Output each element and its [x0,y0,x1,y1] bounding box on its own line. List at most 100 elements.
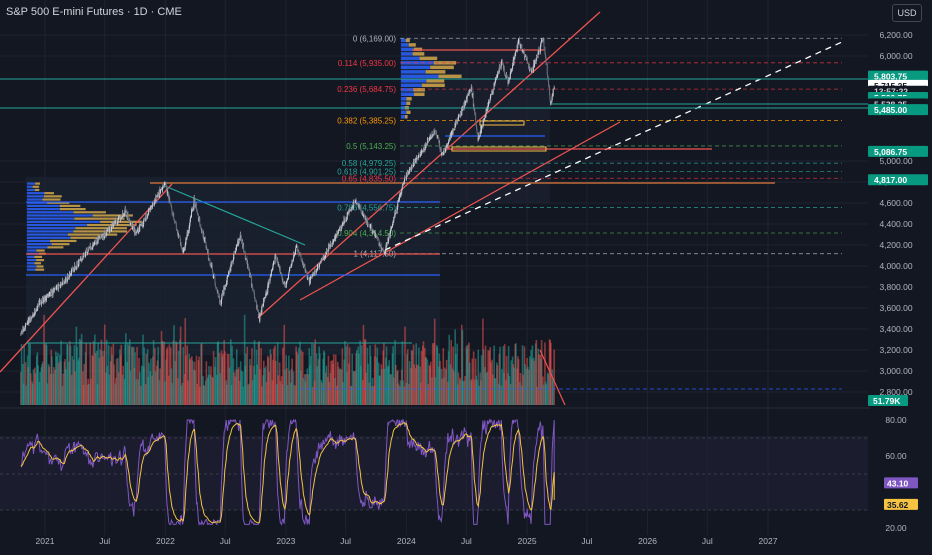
volume-bar [342,381,344,405]
candle-body [31,315,33,318]
candle-body [288,270,290,273]
volume-bar [374,344,377,405]
volume-bar [140,365,143,405]
candle-body [219,296,221,303]
candle-body [80,256,82,260]
volume-bar [439,360,441,405]
candle-body [330,244,332,246]
candle-body [477,132,479,141]
volume-bar [513,367,515,405]
candle-body [351,207,353,209]
profile-bar-down [36,259,45,262]
fib-label-9: 0.904 (4,314.50) [337,229,396,238]
candle-body [30,317,32,321]
volume-bar [78,338,81,405]
candle-body [312,273,314,276]
volume-bar [228,367,231,405]
profile-bar-up [27,249,37,252]
candle-body [90,248,92,250]
symbol-title[interactable]: S&P 500 E-mini Futures · 1D · CME [6,6,182,18]
candle-body [328,244,330,249]
profile-bar-up [401,74,439,79]
volume-bar [302,378,305,405]
volume-bar [510,360,513,405]
candle-body [200,224,202,228]
volume-bar [115,358,118,405]
volume-bar [64,369,67,405]
volume-bar [90,378,92,405]
candle-body [230,265,232,271]
volume-bar [32,369,35,405]
volume-bar [60,340,62,405]
candle-body [163,184,165,188]
candle-body [344,218,346,222]
candle-body [416,156,418,159]
volume-bar [517,359,520,405]
volume-bar [408,361,411,405]
profile-bar-up [401,79,427,83]
candle-body [440,149,442,156]
volume-bar [277,375,280,405]
candle-body [183,249,185,253]
candle-body [242,240,244,247]
price-tag: 13:57:22 [874,87,908,97]
candle-body [389,233,391,238]
volume-bar [270,354,272,405]
profile-bar-up [401,38,406,43]
volume-bar [448,334,451,405]
candle-body [426,142,428,146]
candle-body [116,222,118,224]
candle-body [171,207,173,210]
candle-body [255,300,257,302]
volume-bar [360,345,363,405]
rsi-tick-label: 60.00 [885,451,907,461]
candle-body [281,276,283,280]
candle-body [549,98,551,103]
profile-bar-up [27,239,50,243]
candle-body [159,189,161,194]
candle-body [551,100,553,102]
volume-bar [462,381,464,405]
candle-body [125,210,127,213]
currency-button[interactable]: USD [892,4,922,22]
profile-bar-down [406,110,411,115]
volume-bar [445,359,448,405]
volume-bar [203,385,206,405]
candle-body [543,38,545,47]
candle-body [401,190,403,193]
volume-bar [300,350,303,405]
volume-bar [496,365,499,405]
volume-bar [309,356,312,405]
volume-bar [231,345,233,405]
volume-bar [455,353,457,405]
volume-bar [219,373,222,405]
profile-bar-up [27,185,33,188]
candle-body [76,262,78,267]
candle-body [320,259,322,262]
profile-bar-down [426,79,445,83]
volume-bar [242,386,245,405]
candle-body [262,300,264,307]
candle-body [221,298,223,305]
fib-retracement[interactable]: 0 (6,169.00) 0.114 (5,935.00) 0.236 (5,684… [337,34,842,259]
candle-body [548,81,550,87]
candle-body [56,285,58,289]
candle-body [514,55,516,59]
volume-bar [542,384,545,405]
volume-bar [351,353,354,405]
candle-body [476,129,478,133]
candle-body [203,233,205,240]
candle-body [350,208,352,210]
volume-bar [413,364,416,405]
drawings[interactable] [0,11,868,406]
candle-body [173,219,175,222]
candle-body [457,115,459,120]
candle-body [29,316,31,320]
candle-body [204,237,206,242]
candle-body [220,302,222,305]
candle-body [349,208,351,211]
candle-body [111,224,113,227]
volume-bar [339,368,342,405]
candle-body [482,119,484,126]
